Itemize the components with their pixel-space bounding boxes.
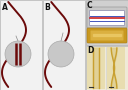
Bar [86,46,128,90]
Bar [0,0,42,90]
Bar [43,0,85,90]
Circle shape [5,41,31,67]
FancyBboxPatch shape [87,28,127,43]
FancyBboxPatch shape [90,31,124,40]
Text: C: C [87,1,93,10]
Text: D: D [87,46,93,55]
Text: A: A [2,3,7,12]
FancyBboxPatch shape [89,11,125,25]
Bar [86,0,128,45]
Circle shape [48,41,74,67]
Bar [87,47,105,89]
Bar [107,47,125,89]
Text: B: B [45,3,50,12]
FancyBboxPatch shape [87,7,127,28]
